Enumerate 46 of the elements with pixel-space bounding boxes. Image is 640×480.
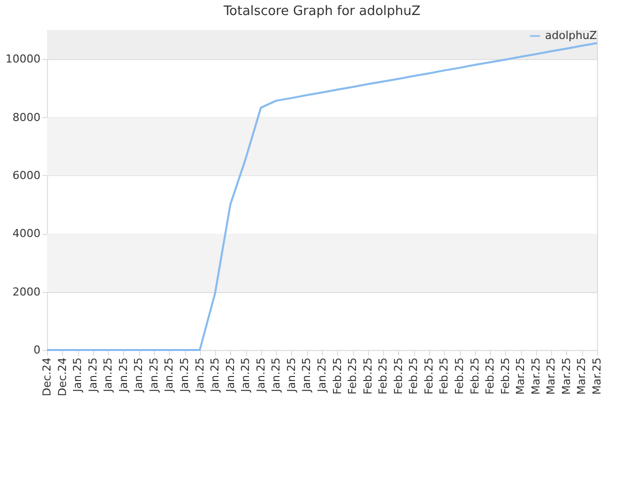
x-tick-label: Jan.25 — [284, 358, 298, 393]
x-tick-label: Jan.25 — [132, 358, 146, 393]
x-tick-label: Mar.25 — [514, 358, 528, 395]
x-tick-label: Jan.25 — [239, 358, 252, 393]
x-tick-label: Jan.25 — [193, 358, 206, 393]
x-tick-label: Jan.25 — [116, 358, 130, 393]
y-tick-label: 6000 — [12, 168, 40, 182]
x-tick-label: Jan.25 — [300, 358, 314, 393]
y-tick-label: 0 — [34, 344, 40, 356]
x-tick-label: Mar.25 — [529, 358, 542, 395]
x-tick-label: Dec.24 — [56, 358, 69, 396]
x-tick-label: Jan.25 — [270, 358, 283, 393]
x-tick-label: Mar.25 — [575, 358, 588, 395]
x-tick-label: Jan.25 — [208, 358, 222, 393]
x-tick-label: Feb.25 — [422, 358, 436, 394]
x-tick-label: Mar.25 — [590, 358, 604, 395]
x-tick-label: Mar.25 — [560, 358, 573, 395]
x-tick-label: Feb.25 — [468, 358, 482, 394]
x-tick-label: Feb.25 — [330, 358, 344, 394]
y-tick-label: 2000 — [12, 285, 40, 298]
x-tick-label: Feb.25 — [361, 358, 374, 394]
y-tick-label: 8000 — [12, 110, 40, 124]
x-tick-label: Feb.25 — [346, 358, 360, 394]
y-tick-label: 4000 — [12, 227, 40, 240]
x-tick-label: Jan.25 — [147, 358, 160, 393]
line-series — [46, 42, 598, 351]
x-tick-label: Feb.25 — [453, 358, 466, 394]
y-tick-label: 10000 — [6, 52, 40, 66]
x-tick-label: Jan.25 — [162, 358, 176, 393]
x-tick-label: Jan.25 — [71, 358, 84, 393]
x-tick-label: Dec.24 — [40, 358, 54, 396]
x-tick-label: Feb.25 — [498, 358, 512, 394]
x-tick-label: Feb.25 — [407, 358, 420, 394]
x-tick-label: Jan.25 — [254, 358, 268, 393]
x-tick-label: Feb.25 — [392, 358, 405, 394]
x-tick-label: Jan.25 — [102, 358, 115, 393]
x-tick-label: Jan.25 — [316, 358, 328, 393]
legend-label: adolphuZ — [545, 29, 598, 42]
x-tick-label: Jan.25 — [224, 358, 237, 393]
x-tick-label: Jan.25 — [178, 358, 191, 393]
x-tick-label: Jan.25 — [86, 358, 100, 393]
x-tick-label: Feb.25 — [376, 358, 390, 394]
x-tick-label: Mar.25 — [544, 358, 558, 395]
chart-title: Totalscore Graph for adolphuZ — [222, 4, 421, 19]
x-tick-label: Feb.25 — [438, 358, 451, 394]
x-tick-label: Feb.25 — [484, 358, 497, 394]
